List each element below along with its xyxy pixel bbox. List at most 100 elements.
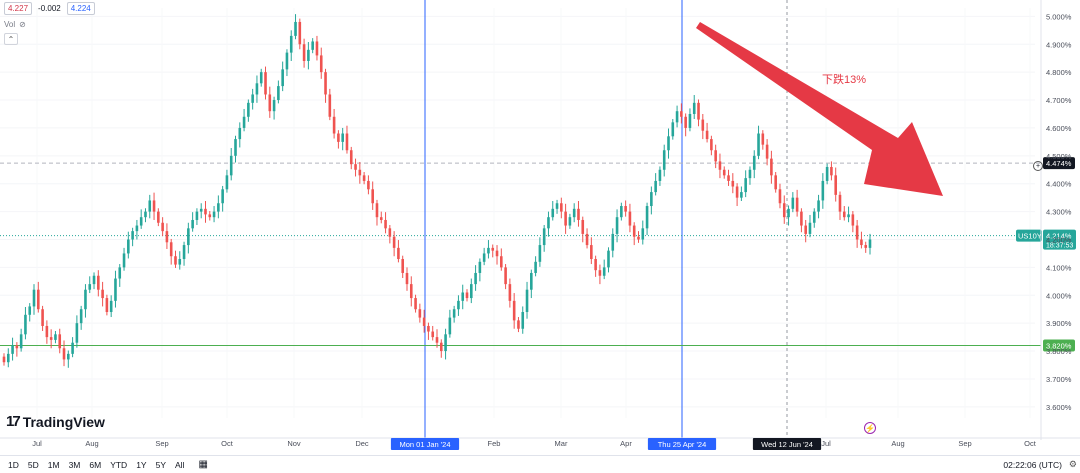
candle-body — [152, 200, 156, 212]
candle-body — [62, 348, 66, 360]
candle-body — [851, 214, 855, 226]
candle-body — [101, 289, 104, 299]
candle-body — [525, 289, 529, 313]
candle-body — [195, 211, 199, 220]
candle-body — [251, 94, 254, 103]
candle-body — [538, 245, 542, 262]
candle-body — [795, 197, 799, 212]
date-highlight-box — [647, 438, 717, 450]
symbol-tag — [1016, 229, 1042, 242]
candle-body — [504, 267, 507, 285]
x-tick-label: Oct — [1024, 439, 1037, 448]
candle-body — [229, 155, 233, 176]
candle-body — [684, 116, 687, 128]
ask-price[interactable]: 4.224 — [66, 2, 95, 15]
candle-body — [752, 155, 756, 170]
candle-body — [294, 21, 297, 36]
candle-body — [41, 309, 44, 326]
range-1y[interactable]: 1Y — [136, 459, 147, 470]
candle-body — [114, 278, 117, 301]
candle-body — [405, 272, 409, 285]
candle-body — [748, 169, 752, 179]
price-axis: 5.000% 4.900% 4.800% 4.700% 4.600% 4.500% 4.40… — [1040, 0, 1072, 440]
candle-body — [710, 139, 713, 151]
range-1m[interactable]: 1M — [47, 459, 60, 470]
candle-body — [328, 94, 332, 117]
range-3m[interactable]: 3M — [68, 459, 81, 470]
candle-body — [778, 189, 782, 204]
candle-body — [217, 203, 220, 212]
candle-body — [247, 102, 250, 117]
candle-body — [127, 239, 130, 254]
candle-body — [358, 169, 362, 176]
candle-body — [645, 206, 649, 229]
chevron-up-icon[interactable]: ⌃ — [4, 33, 18, 45]
candle-body — [97, 275, 100, 290]
range-all[interactable]: All — [175, 459, 185, 470]
candle-body — [508, 284, 512, 301]
candle-body — [238, 127, 242, 140]
bid-price[interactable]: 4.227 — [4, 2, 33, 15]
range-ytd[interactable]: YTD — [110, 459, 128, 470]
candle-body — [478, 261, 482, 273]
candle-body — [397, 247, 400, 260]
y-tick-label: 4.400% — [1046, 180, 1072, 189]
range-5y[interactable]: 5Y — [155, 459, 166, 470]
candle-body — [560, 203, 563, 212]
symbol-tag-label: US10Y — [1018, 232, 1042, 241]
candle-body — [452, 309, 456, 318]
price-chart[interactable]: 4.474% 3.820% US10Y 4.214% 18:37:53 5.000% 4.… — [0, 0, 1080, 455]
candle-body — [71, 342, 74, 354]
eye-slash-icon[interactable]: ⊘ — [19, 20, 26, 29]
candle-body — [735, 186, 739, 198]
candle-body — [174, 256, 177, 265]
candle-body — [255, 83, 259, 95]
candle-body — [161, 222, 164, 232]
candlestick-series — [2, 14, 872, 368]
level-price-tag — [1043, 157, 1075, 170]
candle-body — [555, 203, 559, 209]
gear-icon[interactable]: ⚙ — [1068, 459, 1077, 469]
last-price-countdown: 18:37:53 — [1046, 243, 1073, 250]
y-tick-label: 4.600% — [1046, 124, 1072, 133]
lightning-icon[interactable]: ⚡ — [864, 422, 876, 434]
candle-body — [277, 86, 280, 101]
range-6m[interactable]: 6M — [89, 459, 102, 470]
candle-body — [157, 211, 160, 223]
candle-body — [821, 180, 825, 201]
candle-body — [345, 133, 349, 151]
candle-body — [221, 189, 224, 204]
candle-body — [6, 353, 10, 363]
candle-body — [774, 175, 777, 190]
calendar-icon[interactable]: ▦ — [198, 459, 208, 470]
candle-body — [259, 72, 263, 84]
tradingview-logo: 17 TradingView — [6, 413, 105, 430]
date-marker-lines — [424, 0, 788, 438]
range-1d[interactable]: 1D — [8, 459, 19, 470]
price-change: -0.002 — [38, 4, 61, 13]
candle-body — [122, 253, 126, 268]
candle-body — [84, 289, 87, 310]
candle-body — [615, 217, 619, 234]
candle-body — [602, 267, 606, 276]
last-price-value: 4.214% — [1046, 232, 1072, 241]
candle-body — [392, 236, 396, 248]
candle-body — [534, 261, 537, 273]
candle-body — [650, 192, 653, 207]
y-tick-label: 4.800% — [1046, 68, 1072, 77]
candle-body — [594, 259, 597, 271]
candle-body — [654, 180, 657, 193]
candle-body — [611, 233, 615, 251]
candle-body — [620, 206, 623, 218]
candle-body — [58, 334, 62, 349]
candle-body — [770, 158, 773, 176]
utc-clock[interactable]: 02:22:06 (UTC) — [1003, 459, 1062, 470]
range-buttons: 1D 5D 1M 3M 6M YTD 1Y 5Y All — [8, 460, 184, 470]
plus-icon[interactable]: + — [1033, 161, 1043, 171]
range-5d[interactable]: 5D — [27, 459, 39, 470]
time-axis: Jul Aug Sep Oct Nov Dec Feb Mar Apr Jul Aug Sep Oct M… — [0, 437, 1080, 450]
candle-body — [109, 300, 113, 313]
candle-body — [225, 175, 229, 190]
candle-body — [495, 250, 499, 257]
date-highlight-box — [752, 438, 822, 450]
